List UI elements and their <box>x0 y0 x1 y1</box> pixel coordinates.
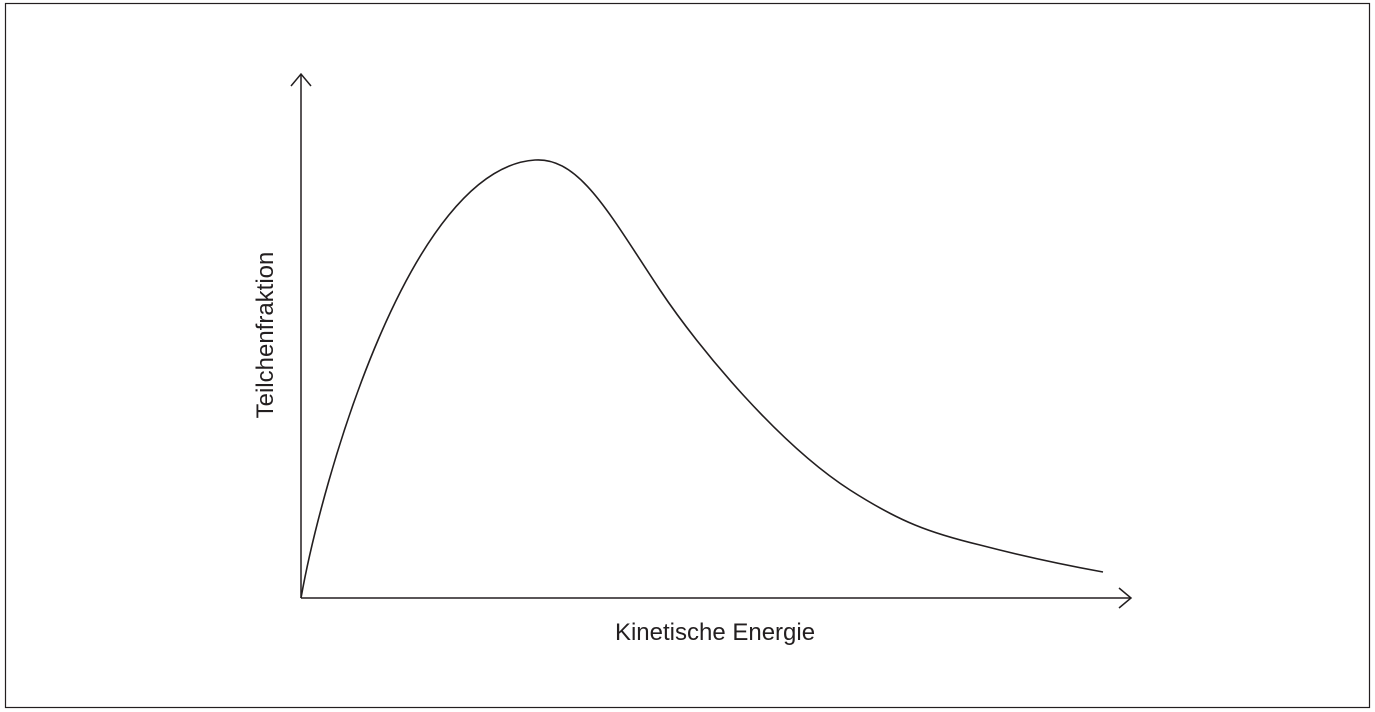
distribution-curve <box>300 159 1104 599</box>
y-axis-label: Teilchenfraktion <box>252 252 279 419</box>
x-axis-arrow <box>1118 587 1133 609</box>
frame <box>4 2 1371 709</box>
x-axis-label: Kinetische Energie <box>615 619 815 646</box>
y-axis-arrow <box>290 72 312 87</box>
